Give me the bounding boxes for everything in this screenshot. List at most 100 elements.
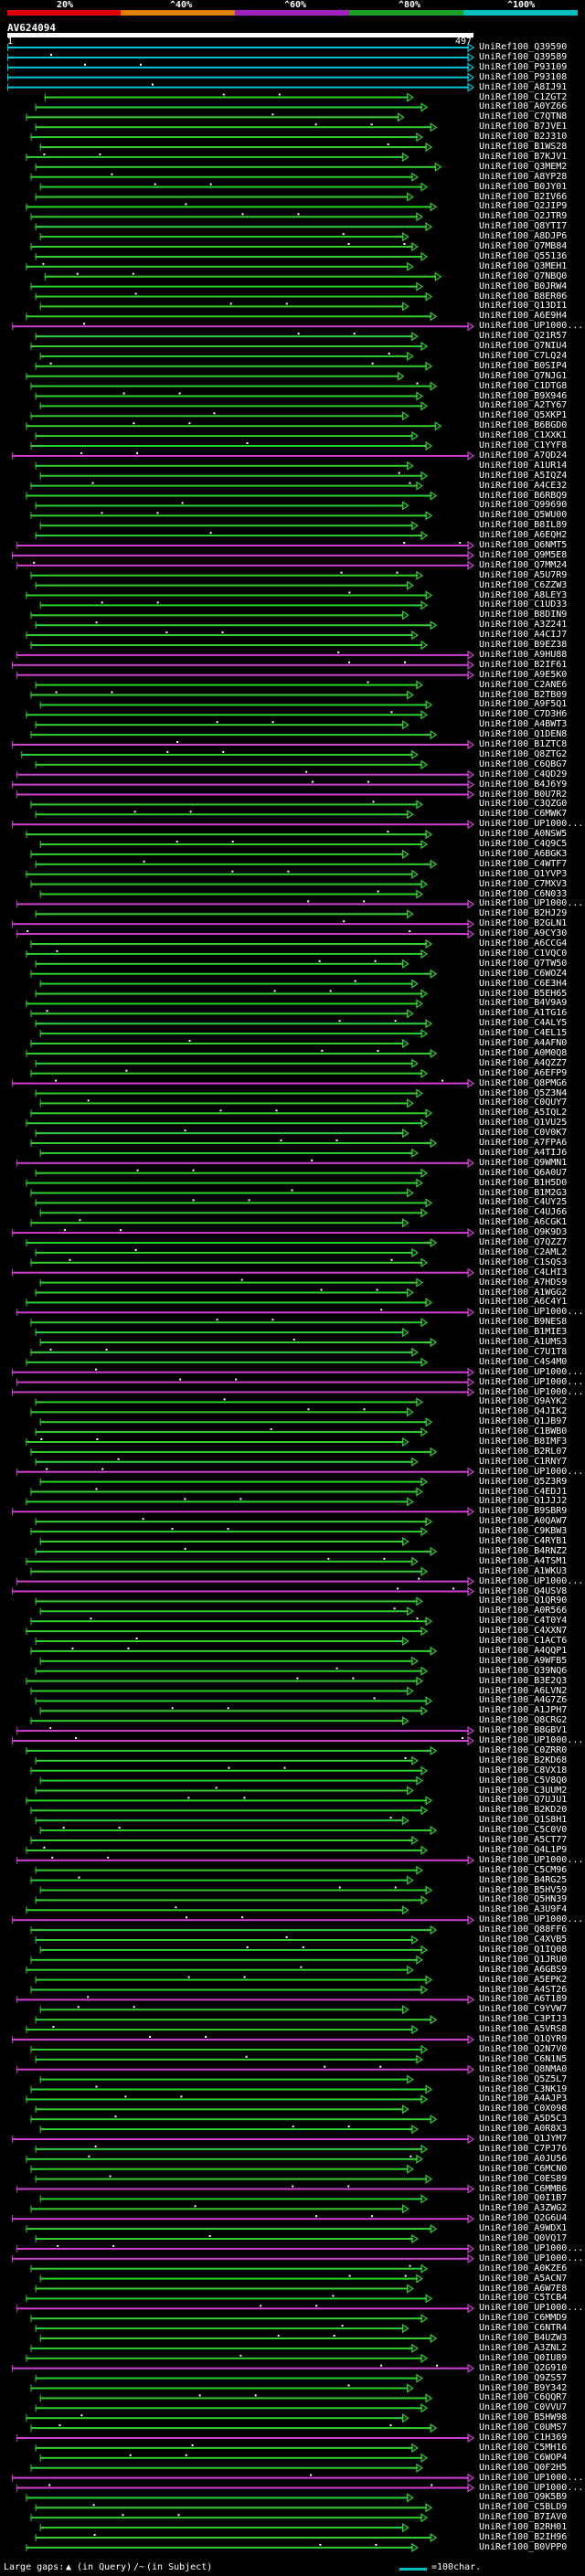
hit-bar[interactable] xyxy=(30,1222,404,1224)
hit-row[interactable] xyxy=(39,521,419,531)
hit-row[interactable] xyxy=(26,261,414,271)
hit-row[interactable] xyxy=(30,1138,438,1149)
hit-row[interactable] xyxy=(12,322,475,332)
hit-bar[interactable] xyxy=(16,1161,469,1164)
hit-label-link[interactable]: UniRef100_A9E5K0 xyxy=(479,669,568,680)
hit-label-link[interactable]: UniRef100_A0R8X3 xyxy=(479,2124,568,2135)
hit-row[interactable] xyxy=(35,2532,438,2543)
hit-bar[interactable] xyxy=(35,2238,413,2240)
hit-bar[interactable] xyxy=(35,365,428,367)
hit-label-link[interactable]: UniRef100_Q1S8H1 xyxy=(479,1815,568,1826)
hit-row[interactable] xyxy=(35,391,423,401)
hit-bar[interactable] xyxy=(30,644,423,646)
hit-label-link[interactable]: UniRef100_Q99690 xyxy=(479,500,568,511)
hit-row[interactable] xyxy=(39,1536,410,1547)
hit-bar[interactable] xyxy=(30,1620,428,1623)
hit-label-link[interactable]: UniRef100_A3Z241 xyxy=(479,620,568,631)
hit-row[interactable] xyxy=(26,312,438,322)
hit-row[interactable] xyxy=(30,1487,423,1497)
hit-bar[interactable] xyxy=(16,2068,469,2071)
hit-bar[interactable] xyxy=(12,783,469,786)
hit-bar[interactable] xyxy=(26,2357,423,2359)
hit-row[interactable] xyxy=(12,2363,475,2373)
hit-bar[interactable] xyxy=(16,1998,469,2001)
hit-bar[interactable] xyxy=(30,2088,428,2091)
hit-label-link[interactable]: UniRef100_Q2G6U4 xyxy=(479,2213,568,2224)
hit-row[interactable] xyxy=(12,1078,475,1088)
hit-label-link[interactable]: UniRef100_Q39590 xyxy=(479,42,568,52)
hit-row[interactable] xyxy=(26,491,438,501)
hit-label-link[interactable]: UniRef100_Q5Z5L7 xyxy=(479,2073,568,2084)
hit-label-link[interactable]: UniRef100_C4T0Y4 xyxy=(479,1616,568,1627)
hit-label-link[interactable]: UniRef100_B0SIP4 xyxy=(479,360,568,371)
hit-row[interactable] xyxy=(26,1745,438,1756)
hit-bar[interactable] xyxy=(12,1590,469,1593)
hit-bar[interactable] xyxy=(35,763,422,766)
hit-label-link[interactable]: UniRef100_B2RH01 xyxy=(479,2522,568,2533)
hit-bar[interactable] xyxy=(26,2546,413,2549)
hit-label-link[interactable]: UniRef100_Q8ZTG2 xyxy=(479,748,568,759)
hit-label-link[interactable]: UniRef100_A6CGK1 xyxy=(479,1217,568,1228)
hit-row[interactable] xyxy=(30,2204,410,2214)
hit-bar[interactable] xyxy=(35,1023,428,1025)
hit-label-link[interactable]: UniRef100_B2IV66 xyxy=(479,191,568,202)
hit-row[interactable] xyxy=(39,2194,429,2204)
hit-row[interactable] xyxy=(26,2094,429,2104)
hit-row[interactable] xyxy=(26,829,433,840)
hit-bar[interactable] xyxy=(30,1929,432,1932)
hit-bar[interactable] xyxy=(12,1740,469,1742)
hit-row[interactable] xyxy=(35,1935,419,1945)
hit-row[interactable] xyxy=(12,2214,475,2224)
hit-row[interactable] xyxy=(12,660,475,670)
hit-label-link[interactable]: UniRef100_C4LHI3 xyxy=(479,1267,568,1277)
hit-bar[interactable] xyxy=(39,236,404,239)
hit-row[interactable] xyxy=(35,1666,429,1676)
hit-bar[interactable] xyxy=(30,2317,423,2320)
hit-bar[interactable] xyxy=(16,903,469,906)
hit-label-link[interactable]: UniRef100_A7FPA6 xyxy=(479,1138,568,1148)
hit-label-link[interactable]: UniRef100_Q2G910 xyxy=(479,2362,568,2373)
hit-label-link[interactable]: UniRef100_C0ES89 xyxy=(479,2173,568,2184)
hit-bar[interactable] xyxy=(26,425,437,428)
hit-label-link[interactable]: UniRef100_C6N033 xyxy=(479,888,568,899)
hit-label-link[interactable]: UniRef100_C1ACT6 xyxy=(479,1636,568,1646)
hit-label-link[interactable]: UniRef100_B2RL07 xyxy=(479,1446,568,1457)
hit-row[interactable] xyxy=(30,640,429,651)
hit-label-link[interactable]: UniRef100_C9YVW7 xyxy=(479,2004,568,2015)
hit-bar[interactable] xyxy=(35,255,422,258)
hit-label-link[interactable]: UniRef100_C6E3H4 xyxy=(479,978,568,989)
hit-label-link[interactable]: UniRef100_A4CE32 xyxy=(479,480,568,491)
hit-label-link[interactable]: UniRef100_Q0VQ17 xyxy=(479,2233,568,2243)
hit-bar[interactable] xyxy=(35,1092,418,1095)
hit-label-link[interactable]: UniRef100_UP1000... xyxy=(479,1914,584,1925)
hit-row[interactable] xyxy=(12,919,475,929)
hit-bar[interactable] xyxy=(35,2507,428,2509)
hit-label-link[interactable]: UniRef100_A7QD24 xyxy=(479,450,568,461)
hit-bar[interactable] xyxy=(30,2427,432,2430)
hit-label-link[interactable]: UniRef100_UP1000... xyxy=(479,2242,584,2253)
hit-bar[interactable] xyxy=(30,1012,409,1015)
hit-row[interactable] xyxy=(39,1417,433,1427)
hit-bar[interactable] xyxy=(35,992,422,995)
hit-bar[interactable] xyxy=(39,1281,418,1284)
hit-bar[interactable] xyxy=(35,1869,418,1871)
hit-bar[interactable] xyxy=(35,1700,428,1702)
hit-row[interactable] xyxy=(35,122,438,133)
hit-label-link[interactable]: UniRef100_Q7UJU1 xyxy=(479,1795,568,1806)
hit-bar[interactable] xyxy=(30,1839,413,1841)
hit-bar[interactable] xyxy=(39,2456,422,2459)
hit-row[interactable] xyxy=(12,451,475,461)
hit-label-link[interactable]: UniRef100_B2J310 xyxy=(479,132,568,143)
hit-bar[interactable] xyxy=(30,734,432,737)
hit-label-link[interactable]: UniRef100_C5MH16 xyxy=(479,2442,568,2453)
hit-row[interactable] xyxy=(35,1596,423,1606)
hit-label-link[interactable]: UniRef100_B1MIE3 xyxy=(479,1327,568,1338)
hit-label-link[interactable]: UniRef100_B7IAV0 xyxy=(479,2512,568,2523)
hit-label-link[interactable]: UniRef100_B8IMF3 xyxy=(479,1436,568,1447)
hit-row[interactable] xyxy=(30,969,438,979)
hit-row[interactable] xyxy=(35,361,433,371)
hit-bar[interactable] xyxy=(39,405,422,408)
hit-label-link[interactable]: UniRef100_Q0IU89 xyxy=(479,2352,568,2363)
hit-bar[interactable] xyxy=(39,982,413,985)
hit-row[interactable] xyxy=(35,2323,410,2334)
